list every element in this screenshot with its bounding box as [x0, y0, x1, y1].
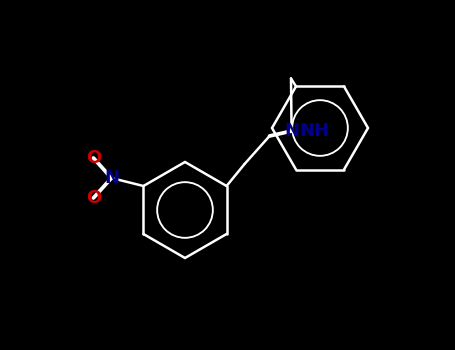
- Text: N: N: [284, 122, 299, 140]
- Text: O: O: [86, 149, 101, 167]
- Text: NH: NH: [299, 122, 329, 140]
- Text: N: N: [104, 169, 119, 187]
- Text: O: O: [86, 189, 101, 207]
